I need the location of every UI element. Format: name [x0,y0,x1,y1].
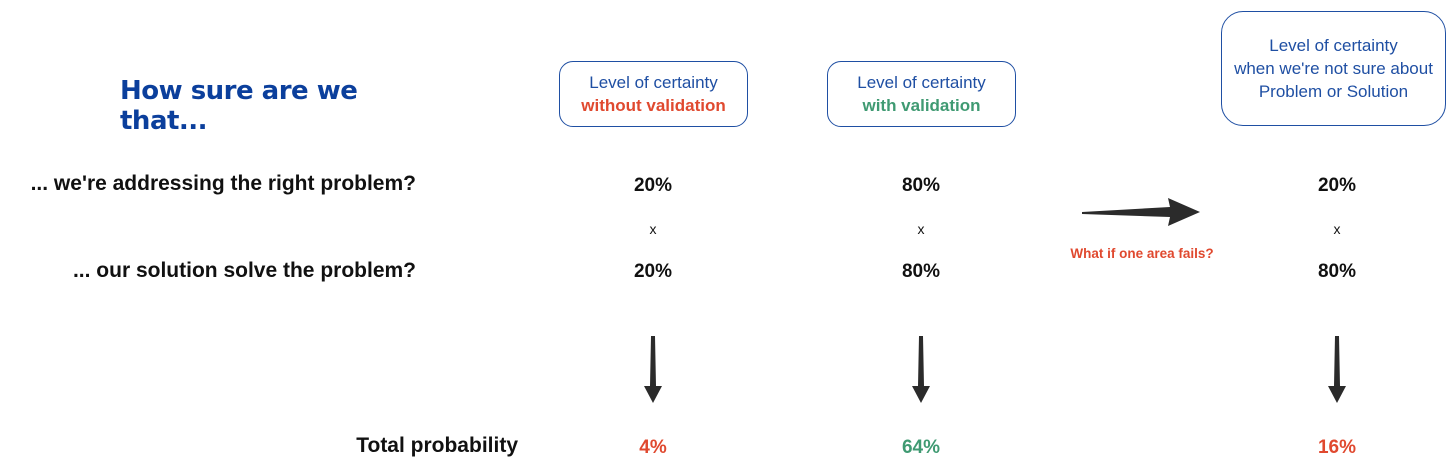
times-sign-col2: x [917,221,925,237]
total-col3: 16% [1317,437,1357,458]
down-arrow-icon [912,336,930,403]
value-solution-col2: 80% [901,261,941,282]
column-header-line1: Level of certainty [589,73,718,92]
total-col2: 64% [901,437,941,458]
total-col1: 4% [639,437,667,458]
diagram-heading: How sure are we that... [120,76,358,136]
times-sign-col1: x [649,221,657,237]
row-label-total: Total probability [356,434,518,457]
times-sign-col3: x [1333,221,1341,237]
row-label-solution: ... our solution solve the problem? [72,259,416,282]
row-label-problem: ... we're addressing the right problem? [30,172,416,195]
column-header-with-validation: Level of certainty with validation [827,61,1016,127]
value-problem-col2: 80% [901,175,941,196]
column-header-line3: Problem or Solution [1258,82,1409,101]
value-solution-col3: 80% [1317,261,1357,282]
down-arrow-icon [1328,336,1346,403]
value-problem-col1: 20% [633,175,673,196]
what-if-note: What if one area fails? [1070,246,1214,261]
down-arrow-icon [644,336,662,403]
value-solution-col1: 20% [633,261,673,282]
column-header-line2: with validation [862,96,981,115]
value-problem-col3: 20% [1317,175,1357,196]
column-header-line1: Level of certainty [1269,36,1398,55]
column-header-line1: Level of certainty [857,73,986,92]
column-header-line2: without validation [581,96,726,115]
right-arrow-icon [1082,198,1200,226]
column-header-line2: when we're not sure about [1234,59,1433,78]
column-header-without-validation: Level of certainty without validation [559,61,748,127]
column-header-uncertain: Level of certainty when we're not sure a… [1221,11,1446,126]
